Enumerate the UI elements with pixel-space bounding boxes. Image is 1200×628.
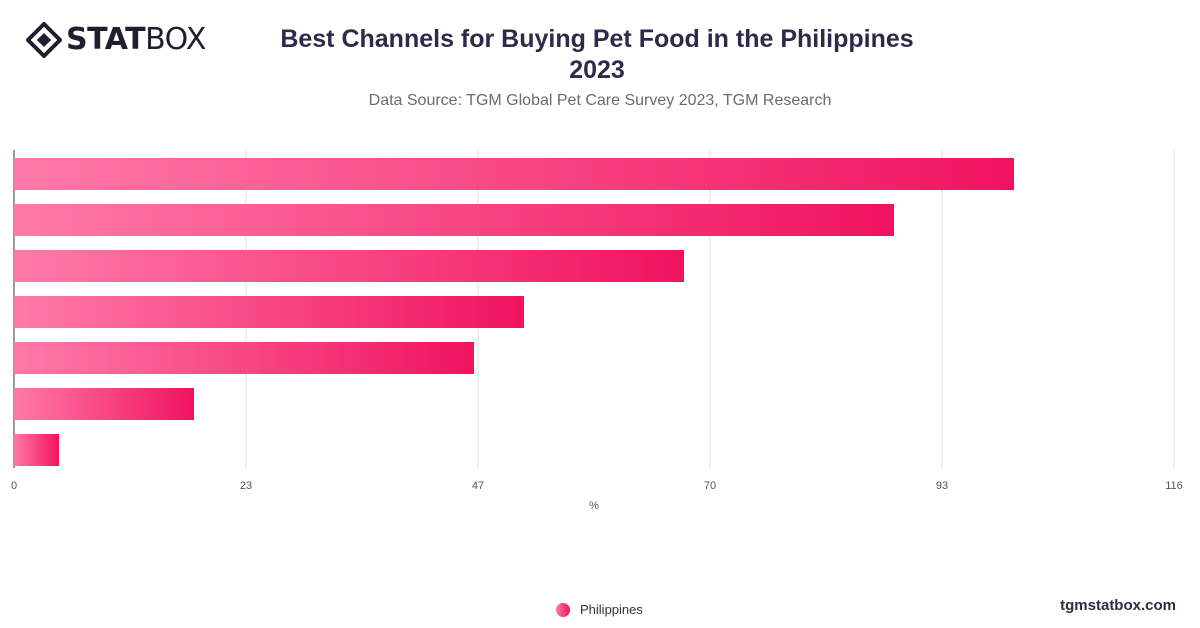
- statbox-logo: STATBOX: [26, 22, 206, 58]
- legend-label: Philippines: [580, 602, 643, 617]
- x-tick-label: 116: [1165, 480, 1183, 492]
- bar[interactable]: [14, 204, 894, 236]
- chart-title: Best Channels for Buying Pet Food in the…: [247, 24, 947, 86]
- logo-wordmark-light: BOX: [145, 22, 206, 57]
- chart-subtitle: Data Source: TGM Global Pet Care Survey …: [368, 92, 832, 109]
- x-axis-label: %: [589, 500, 599, 512]
- bar[interactable]: [14, 342, 474, 374]
- bar[interactable]: [14, 296, 524, 328]
- x-tick-label: 93: [936, 480, 948, 492]
- bar-chart: 0 23 47 70 93 116 %: [11, 150, 1183, 512]
- logo-wordmark: STATBOX: [66, 22, 206, 58]
- legend[interactable]: Philippines: [556, 602, 643, 617]
- bar[interactable]: [14, 250, 684, 282]
- x-tick-label: 23: [240, 480, 252, 492]
- bar[interactable]: [14, 434, 59, 466]
- x-tick-label: 0: [11, 480, 17, 492]
- brand-watermark: tgmstatbox.com: [1060, 597, 1176, 614]
- diamond-logo-icon: [26, 22, 62, 58]
- legend-marker: [556, 602, 570, 617]
- chart-title-line2: 2023: [569, 56, 625, 84]
- logo-wordmark-bold: STAT: [66, 22, 146, 57]
- x-tick-label: 47: [472, 480, 484, 492]
- x-tick-label: 70: [704, 480, 716, 492]
- bar[interactable]: [14, 158, 1014, 190]
- chart-title-line1: Best Channels for Buying Pet Food in the…: [280, 25, 914, 53]
- bar[interactable]: [14, 388, 194, 420]
